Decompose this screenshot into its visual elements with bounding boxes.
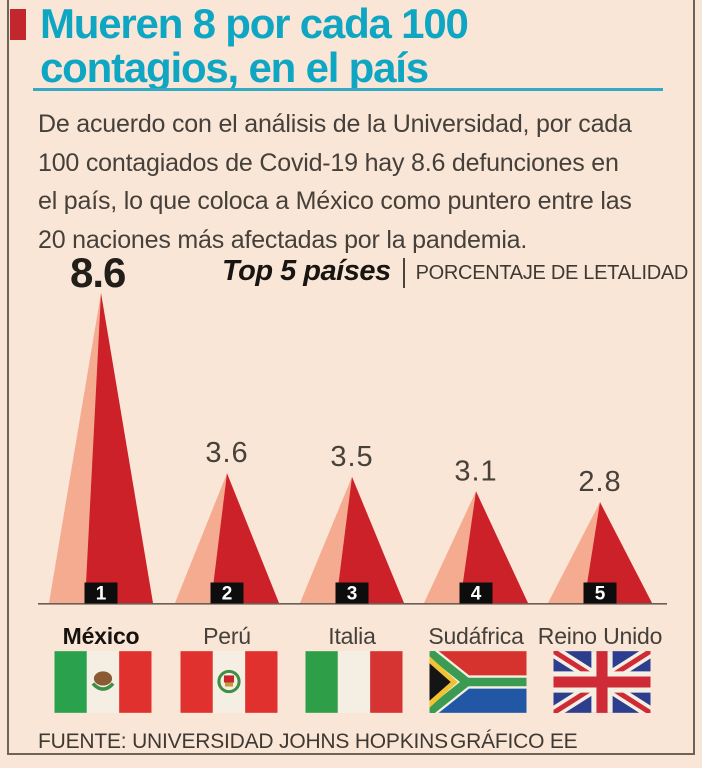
country-label-0: México [62,623,140,649]
intro-line-2: 100 contagiados de Covid-19 hay 8.6 defu… [38,148,619,177]
intro-line-1: De acuerdo con el análisis de la Univers… [38,110,632,138]
triangle-dark-2 [336,476,404,603]
chart-header: Top 5 países PORCENTAJE DE LETALIDAD [222,255,688,288]
value-label-4: 2.8 [578,466,621,498]
rank-badge-number-2: 2 [222,584,233,605]
title-underline [33,88,663,91]
intro-paragraph: De acuerdo con el análisis de la Univers… [38,105,632,259]
flag-mexico-icon [54,651,152,713]
value-label-1: 3.6 [205,437,248,469]
rank-badge-number-5: 5 [595,584,606,605]
fatality-triangle-chart: 3.6 3.5 3.1 2.8 1 2 3 4 5 [38,293,667,605]
rank-badge-number-4: 4 [471,584,482,605]
country-label-1: Perú [203,623,251,649]
footer: FUENTE: UNIVERSIDAD JOHNS HOPKINS GRÁFIC… [38,730,578,754]
page-title-line-2: contagios, en el país [40,44,429,91]
rank-badge-3 [335,582,369,604]
separator-bar [402,257,405,288]
accent-bar [10,9,26,40]
rank-badge-number-1: 1 [96,584,107,605]
triangle-dark-4 [584,502,652,603]
country-label-3: Sudáfrica [428,623,524,649]
triangle-dark-1 [211,473,279,603]
graphic-credit: GRÁFICO EE [449,730,578,753]
triangle-dark-3 [460,491,528,603]
value-label-3: 3.1 [454,455,497,487]
page-title-line-1: Mueren 8 por cada 100 [40,0,469,47]
infographic-frame [7,0,695,755]
intro-line-3: el país, lo que coloca a México como pun… [38,187,632,215]
chart-title: Top 5 países [222,255,391,287]
rank-badge-2 [210,582,244,604]
rank-badge-5 [583,582,617,604]
top-value-label: 8.6 [70,249,126,296]
source-credit: FUENTE: UNIVERSIDAD JOHNS HOPKINS [38,730,448,753]
flag-south-africa-icon [429,651,527,713]
intro-line-4: 20 naciones más afectadas por la pandemi… [38,225,528,254]
chart-subtitle: PORCENTAJE DE LETALIDAD [415,262,689,284]
page-title: Mueren 8 por cada 100 contagios, en el p… [40,0,469,91]
triangle-dark-0 [85,293,153,603]
rank-badge-4 [459,582,493,604]
flag-peru-icon [180,651,278,713]
rank-badge-number-3: 3 [347,584,358,605]
country-label-2: Italia [328,623,376,649]
value-label-2: 3.5 [330,441,373,473]
flag-uk-icon [553,651,651,713]
flag-italy-icon [305,651,403,713]
rank-badge-1 [84,582,118,604]
country-label-4: Reino Unido [537,623,663,649]
